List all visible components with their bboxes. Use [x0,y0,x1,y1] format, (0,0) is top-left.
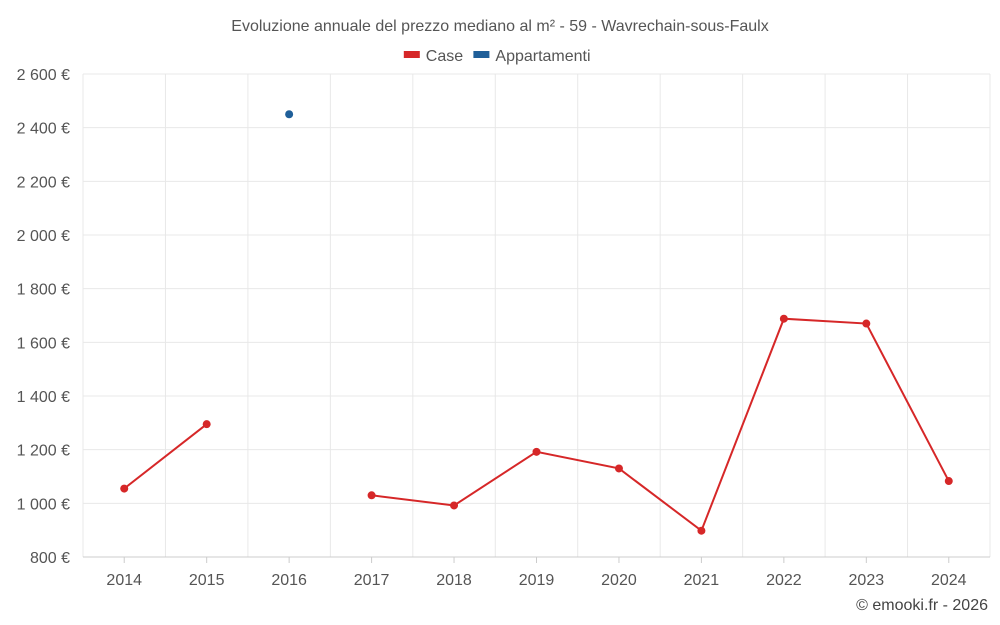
data-point [367,491,376,500]
y-tick-label: 1 200 € [17,443,70,460]
axes: 800 € 1 000 € 1 200 € 1 400 € 1 600 € 1 800 €… [17,67,990,589]
series-line [371,317,950,533]
x-tick-label: 2017 [354,572,390,589]
data-point [944,477,953,486]
chart-title: Evoluzione annuale del prezzo mediano al… [231,18,768,35]
y-tick-label: 800 € [30,550,70,567]
y-tick-label: 2 600 € [17,67,70,84]
footer-credit: © emooki.fr - 2026 [856,597,988,614]
x-tick-label: 2021 [684,572,720,589]
x-tick-label: 2022 [766,572,802,589]
data-point [532,447,541,456]
y-tick-label: 2 400 € [17,121,70,138]
data-point [202,420,211,429]
x-tick-label: 2015 [189,572,225,589]
data-point [779,314,788,323]
grid [82,73,991,557]
legend-item: Appartamenti [473,48,591,65]
data-point [285,110,294,119]
y-tick-label: 2 000 € [17,228,70,245]
legend-item: Case [403,48,463,65]
y-tick-label: 1 400 € [17,389,70,406]
legend-swatch [403,51,420,58]
x-tick-label: 2016 [271,572,307,589]
legend-swatch [473,51,490,58]
y-tick-label: 1 000 € [17,496,70,513]
data-point [450,501,459,510]
x-tick-label: 2020 [601,572,637,589]
legend: Case Appartamenti [403,48,591,65]
series-line [123,423,208,490]
legend-label: Case [426,48,463,65]
x-tick-label: 2023 [849,572,885,589]
x-tick-label: 2019 [519,572,555,589]
y-tick-label: 2 200 € [17,174,70,191]
series-case [120,314,953,535]
x-tick-label: 2018 [436,572,472,589]
series-appartamenti [285,110,294,119]
y-tick-label: 1 800 € [17,282,70,299]
y-tick-label: 1 600 € [17,335,70,352]
legend-label: Appartamenti [495,48,590,65]
x-tick-label: 2024 [931,572,967,589]
data-point [614,464,623,473]
series [120,110,953,535]
data-point [862,319,871,328]
x-tick-label: 2014 [106,572,142,589]
data-point [120,484,129,493]
data-point [697,526,706,535]
